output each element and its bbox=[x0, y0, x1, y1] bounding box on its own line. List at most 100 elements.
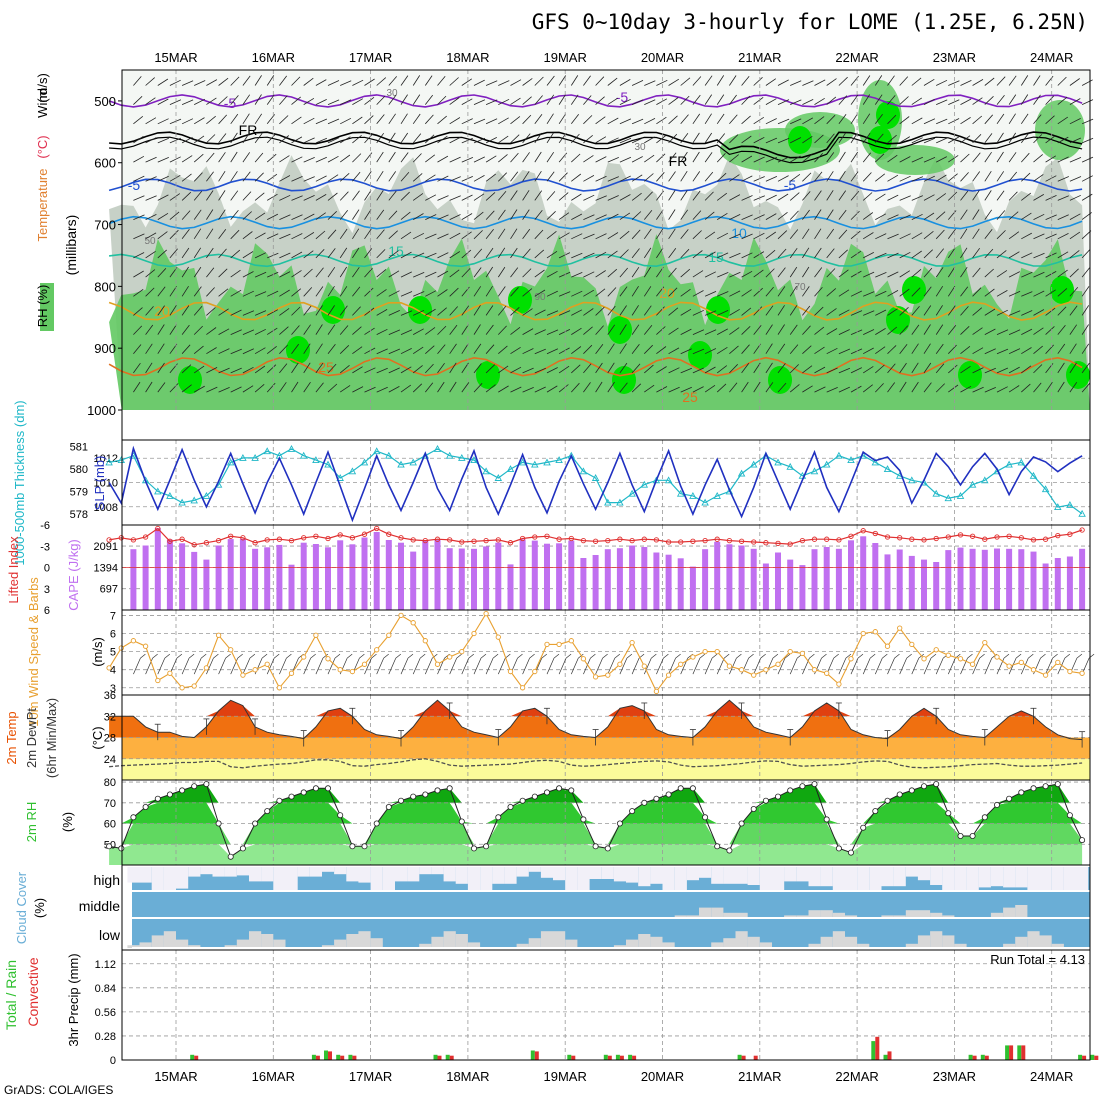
wind-barb bbox=[826, 347, 838, 355]
wind-barb bbox=[729, 94, 737, 105]
rh-contour-label: 30 bbox=[634, 142, 646, 153]
lifted-index-point bbox=[738, 538, 745, 544]
surface-wind-barb bbox=[286, 653, 292, 659]
wind-barb bbox=[1045, 307, 1056, 316]
wind-barb bbox=[753, 176, 765, 182]
wind-barb bbox=[388, 310, 400, 316]
wind-barb bbox=[461, 137, 473, 144]
cloud-high-clear bbox=[589, 867, 602, 879]
wind-barb bbox=[339, 345, 350, 354]
wind-barb bbox=[656, 79, 668, 86]
thickness-point bbox=[749, 460, 758, 468]
wind-barb bbox=[753, 116, 765, 125]
wind-barb bbox=[875, 290, 887, 297]
wind-barb bbox=[704, 191, 714, 201]
wind-barb bbox=[522, 170, 530, 182]
cape-bar bbox=[130, 549, 137, 610]
wind-barb bbox=[291, 76, 301, 86]
wind-barb bbox=[984, 229, 993, 240]
wind-barb bbox=[996, 250, 1007, 259]
surface-wind-barb bbox=[583, 657, 591, 675]
wind-barb bbox=[145, 269, 156, 278]
wind-barb bbox=[546, 113, 554, 125]
thickness-point bbox=[786, 462, 794, 470]
wind-barb bbox=[339, 154, 351, 163]
wind-barb bbox=[1069, 268, 1079, 278]
surface-wind-barb bbox=[923, 657, 932, 675]
wind-barb bbox=[279, 175, 291, 182]
cloud-middle-bar bbox=[881, 915, 894, 918]
wind-barb bbox=[437, 95, 447, 105]
surface-wind-barb bbox=[1028, 653, 1034, 659]
wind-barb bbox=[680, 170, 688, 182]
wind-barb bbox=[558, 113, 567, 125]
wind-barb bbox=[704, 310, 717, 316]
wind-barb bbox=[972, 190, 980, 201]
lifted-index-point bbox=[653, 537, 660, 543]
wind-barb bbox=[546, 211, 556, 220]
wind-speed-line bbox=[108, 612, 1083, 693]
wind-barb bbox=[145, 117, 157, 125]
wind-barb bbox=[242, 366, 254, 374]
wind-barb bbox=[461, 176, 473, 182]
wind-barb bbox=[181, 285, 189, 297]
wind-barb bbox=[145, 214, 157, 220]
wind-barb bbox=[412, 75, 421, 86]
cape-bar bbox=[373, 532, 380, 610]
rh2m-point bbox=[300, 789, 307, 796]
cape-bar bbox=[616, 548, 623, 610]
surface-wind-barb bbox=[364, 657, 372, 675]
cloud-high-clear bbox=[674, 867, 687, 891]
wind-barb bbox=[181, 136, 193, 144]
wind-barb bbox=[1057, 214, 1069, 220]
wind-barb bbox=[558, 291, 571, 297]
wind-barb bbox=[1057, 233, 1069, 240]
rh-high-blob bbox=[886, 306, 910, 334]
wind-barb bbox=[729, 290, 741, 297]
wind-speed-point bbox=[945, 652, 951, 658]
wind-barb bbox=[802, 191, 811, 201]
wind-barb bbox=[668, 327, 679, 335]
wind-barb bbox=[291, 381, 299, 393]
wind-barb bbox=[935, 324, 944, 335]
rh2m-point bbox=[738, 820, 745, 827]
cloud-high-clear bbox=[309, 867, 322, 877]
cloud-low-bar bbox=[249, 931, 262, 948]
surface-wind-barb bbox=[546, 657, 555, 675]
lifted-index-point bbox=[386, 531, 392, 537]
wind-barb bbox=[607, 137, 619, 144]
wind-barb bbox=[376, 386, 388, 393]
wind-barb bbox=[960, 266, 968, 278]
wind-barb bbox=[887, 75, 895, 86]
wind-barb bbox=[802, 305, 811, 316]
surface-wind-barb bbox=[906, 653, 912, 659]
wind-barb bbox=[303, 176, 315, 182]
cape-bar bbox=[921, 559, 927, 610]
wind-barb bbox=[1008, 348, 1021, 355]
wind-speed-point bbox=[483, 610, 489, 617]
cape-bar bbox=[823, 547, 830, 610]
wind-barb bbox=[1033, 213, 1045, 220]
wind-barb bbox=[218, 288, 229, 297]
wind-barb bbox=[291, 343, 300, 354]
precip-total-bar bbox=[603, 1054, 608, 1060]
wind-speed-point bbox=[580, 656, 587, 662]
wind-speed-point bbox=[1006, 663, 1012, 669]
cloud-high-clear bbox=[346, 867, 359, 882]
wind-speed-point bbox=[301, 654, 307, 660]
wind-barb bbox=[692, 329, 705, 335]
thickness-point bbox=[324, 460, 332, 468]
wind-barb bbox=[1069, 118, 1081, 125]
wind-barb bbox=[984, 133, 993, 144]
cloud-high-clear bbox=[1003, 867, 1016, 888]
cloud-high-clear bbox=[905, 867, 918, 877]
wind-barb bbox=[413, 232, 425, 240]
wind-barb bbox=[485, 137, 497, 144]
lifted-index-point bbox=[495, 537, 501, 543]
wind-barb bbox=[935, 363, 945, 374]
wind-barb bbox=[218, 308, 229, 316]
wind-speed-point bbox=[751, 672, 757, 678]
wind-barb bbox=[425, 233, 437, 240]
wind-barb bbox=[1069, 286, 1079, 297]
lifted-index-point bbox=[665, 539, 672, 545]
